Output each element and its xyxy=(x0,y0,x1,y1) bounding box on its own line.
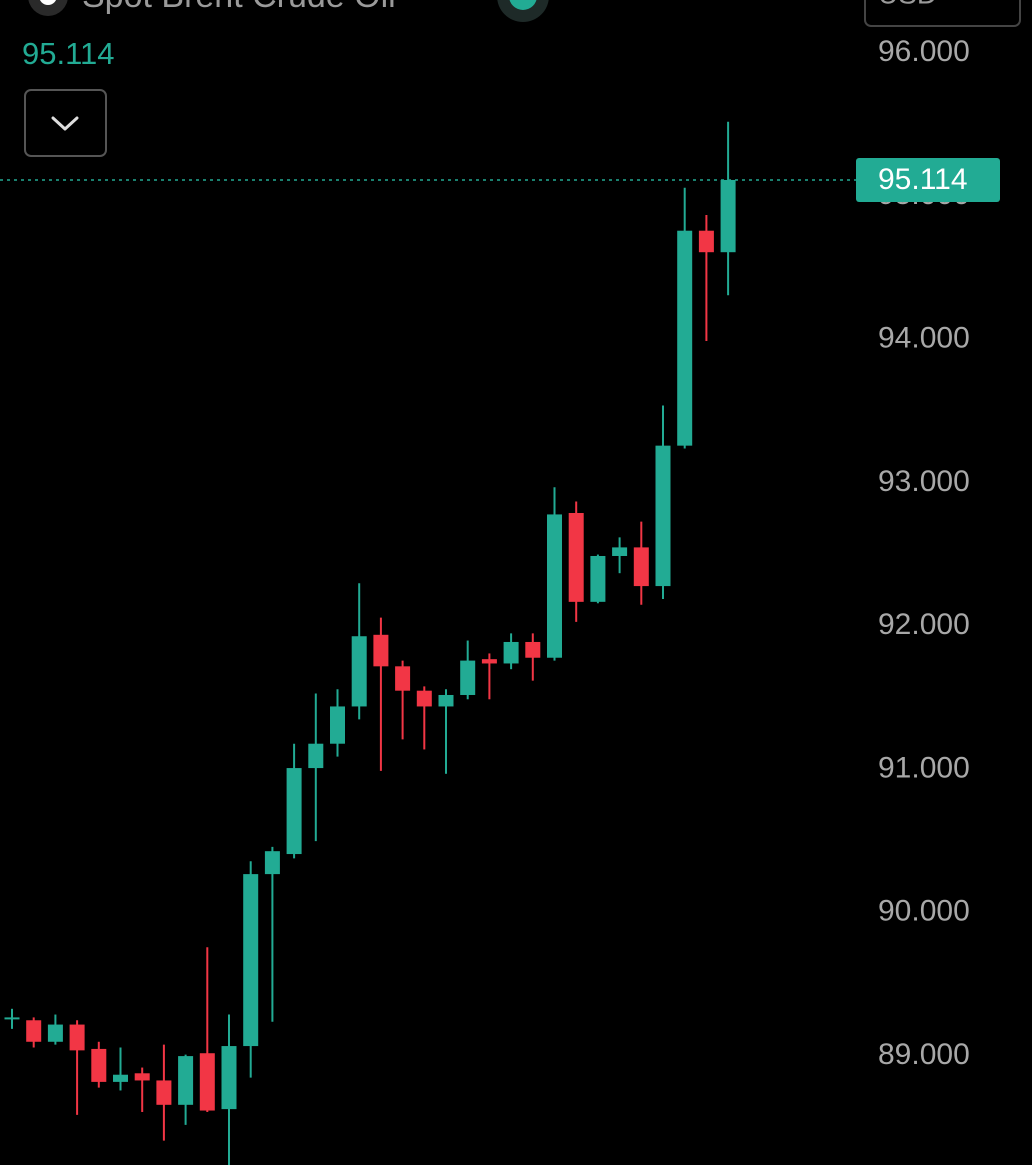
last-price-badge-label: 95.114 xyxy=(878,163,968,196)
candle-body xyxy=(264,851,280,875)
chart-title: Spot Brent Crude Oil xyxy=(82,0,396,15)
candle-body xyxy=(221,1046,237,1110)
candle-body xyxy=(373,634,389,667)
last-price-overlay: 95.114 xyxy=(0,157,1000,202)
candle-body xyxy=(199,1053,215,1111)
candle-body xyxy=(47,1024,63,1042)
candle-body xyxy=(4,1017,20,1020)
candle-body xyxy=(69,1024,85,1051)
last-price-badge xyxy=(856,157,1000,202)
candle-body xyxy=(395,666,411,691)
candle-body xyxy=(308,743,324,769)
candle-body xyxy=(286,768,302,855)
candle-body xyxy=(438,694,454,707)
y-tick-label: 92.000 xyxy=(878,608,970,641)
candle-body xyxy=(720,179,736,253)
candle-body xyxy=(633,547,649,587)
candle-body xyxy=(568,513,584,602)
y-tick-label: 94.000 xyxy=(878,322,970,355)
last-price-text: 95.114 xyxy=(22,36,115,71)
candle-body xyxy=(416,690,432,707)
y-tick-label: 93.000 xyxy=(878,465,970,498)
candle-body xyxy=(26,1020,42,1042)
candle-body xyxy=(698,230,714,253)
candle-body xyxy=(677,230,693,446)
candle-body xyxy=(525,641,541,658)
symbol-dot xyxy=(39,0,57,5)
candle-body xyxy=(460,660,476,695)
y-tick-label: 89.000 xyxy=(878,1038,970,1071)
y-tick-label: 96.000 xyxy=(878,35,970,68)
candle-body xyxy=(91,1048,107,1082)
y-tick-label: 90.000 xyxy=(878,895,970,928)
candle-body xyxy=(134,1073,150,1081)
candle-body xyxy=(330,706,345,744)
dropdown-button[interactable] xyxy=(24,89,107,157)
candle-body xyxy=(547,514,562,658)
status-icon xyxy=(497,0,549,22)
candle-body xyxy=(156,1080,172,1105)
candle-body xyxy=(590,555,606,602)
candle-body xyxy=(655,445,671,587)
chevron-icon xyxy=(51,116,79,131)
symbol-icon xyxy=(28,0,68,16)
candle-body xyxy=(178,1056,194,1105)
candle-body xyxy=(503,641,519,664)
candle-body xyxy=(243,874,259,1047)
candles xyxy=(4,121,736,1165)
y-tick-label: 91.000 xyxy=(878,751,970,784)
candle-body xyxy=(113,1074,128,1082)
candle-body xyxy=(481,659,497,664)
status-dot xyxy=(509,0,537,10)
currency-button[interactable] xyxy=(864,0,1021,27)
candle-body xyxy=(351,636,367,707)
candle-body xyxy=(612,547,628,556)
currency-label: USD xyxy=(878,0,937,9)
